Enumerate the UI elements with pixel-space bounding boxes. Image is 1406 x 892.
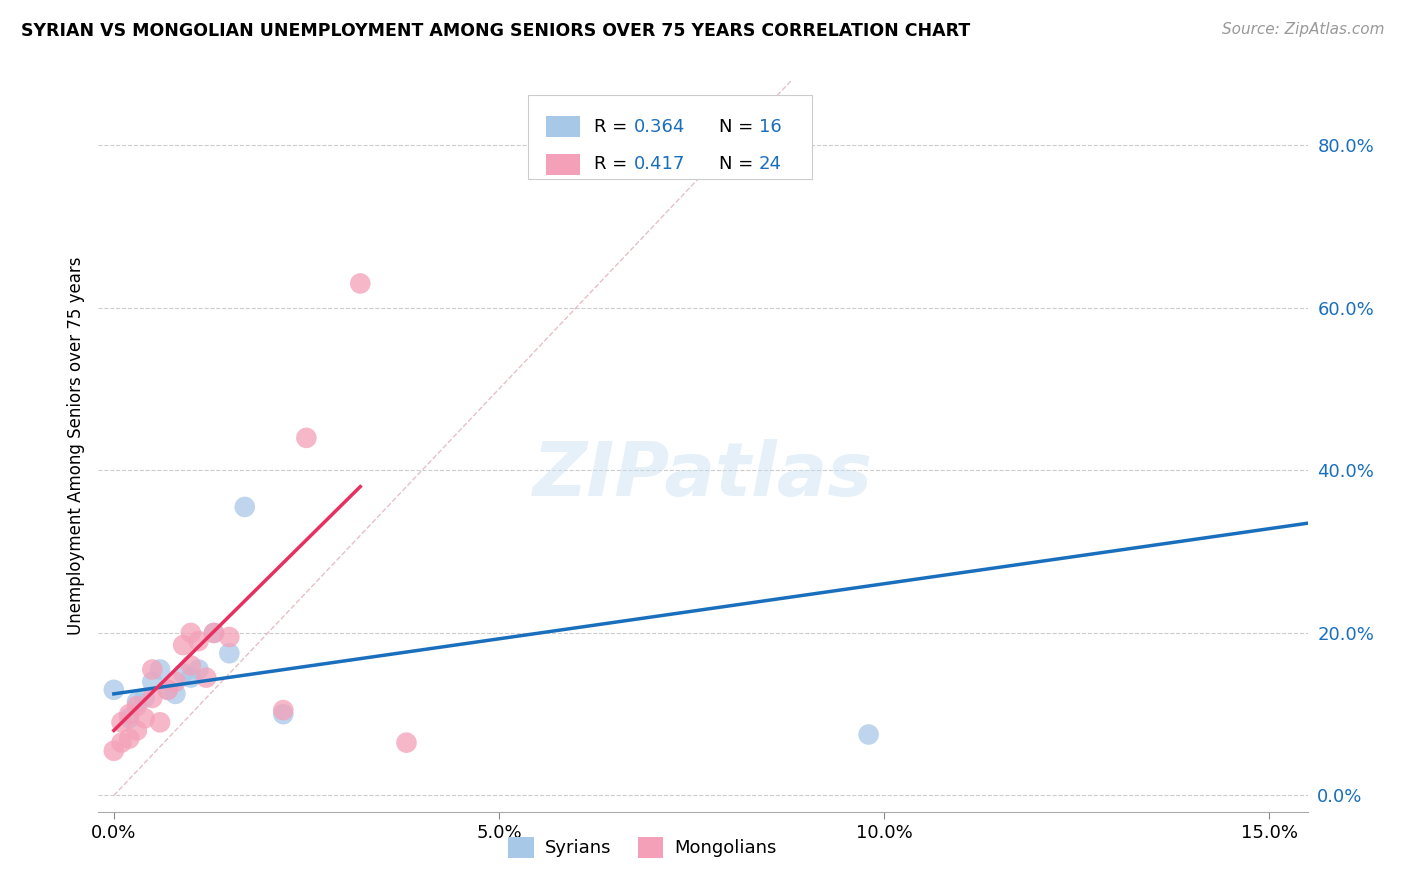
Text: N =: N = bbox=[718, 155, 759, 173]
Text: 0.364: 0.364 bbox=[634, 118, 686, 136]
Point bbox=[180, 658, 202, 673]
Text: R =: R = bbox=[595, 118, 633, 136]
Point bbox=[165, 674, 187, 689]
Point bbox=[180, 626, 202, 640]
Point bbox=[271, 703, 294, 717]
Point bbox=[141, 690, 163, 705]
Legend: Syrians, Mongolians: Syrians, Mongolians bbox=[501, 830, 785, 865]
Point bbox=[271, 707, 294, 722]
Text: 16: 16 bbox=[759, 118, 782, 136]
Point bbox=[110, 715, 132, 730]
Point bbox=[141, 663, 163, 677]
Y-axis label: Unemployment Among Seniors over 75 years: Unemployment Among Seniors over 75 years bbox=[66, 257, 84, 635]
Point bbox=[395, 736, 418, 750]
Point bbox=[118, 707, 141, 722]
Point bbox=[858, 727, 880, 741]
Point bbox=[149, 715, 172, 730]
Point bbox=[118, 731, 141, 746]
Point bbox=[125, 695, 148, 709]
FancyBboxPatch shape bbox=[527, 95, 811, 179]
Point bbox=[187, 634, 209, 648]
Text: ZIPatlas: ZIPatlas bbox=[533, 439, 873, 512]
Text: SYRIAN VS MONGOLIAN UNEMPLOYMENT AMONG SENIORS OVER 75 YEARS CORRELATION CHART: SYRIAN VS MONGOLIAN UNEMPLOYMENT AMONG S… bbox=[21, 22, 970, 40]
Point bbox=[172, 666, 194, 681]
Point bbox=[165, 687, 187, 701]
Text: 24: 24 bbox=[759, 155, 782, 173]
Point bbox=[118, 711, 141, 725]
Point bbox=[156, 682, 179, 697]
Point bbox=[149, 663, 172, 677]
Text: 0.417: 0.417 bbox=[634, 155, 686, 173]
Text: N =: N = bbox=[718, 118, 759, 136]
Point bbox=[134, 711, 156, 725]
Point bbox=[172, 638, 194, 652]
Point bbox=[125, 699, 148, 714]
Point bbox=[218, 646, 240, 660]
Point bbox=[202, 626, 225, 640]
Point bbox=[103, 682, 125, 697]
Point bbox=[134, 690, 156, 705]
Point bbox=[218, 630, 240, 644]
Point bbox=[233, 500, 256, 514]
FancyBboxPatch shape bbox=[546, 154, 579, 175]
Point bbox=[187, 663, 209, 677]
Text: Source: ZipAtlas.com: Source: ZipAtlas.com bbox=[1222, 22, 1385, 37]
Point bbox=[295, 431, 318, 445]
Point bbox=[110, 736, 132, 750]
Text: R =: R = bbox=[595, 155, 633, 173]
Point bbox=[180, 671, 202, 685]
Point bbox=[141, 674, 163, 689]
Point bbox=[103, 744, 125, 758]
Point bbox=[349, 277, 371, 291]
Point bbox=[202, 626, 225, 640]
Point bbox=[195, 671, 218, 685]
Point bbox=[125, 723, 148, 738]
Point bbox=[156, 682, 179, 697]
FancyBboxPatch shape bbox=[546, 116, 579, 136]
